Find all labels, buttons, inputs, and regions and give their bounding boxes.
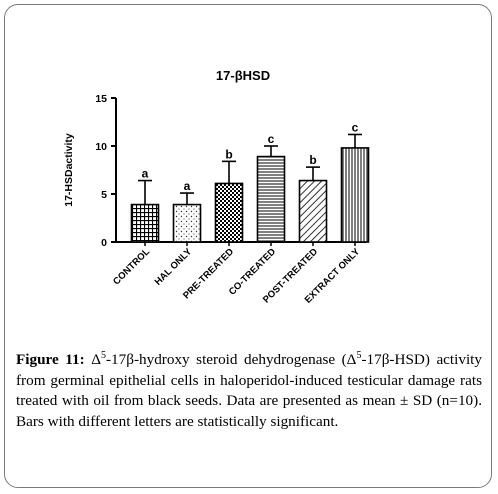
- y-tick-label: 0: [101, 237, 107, 249]
- y-tick-label: 5: [101, 189, 107, 201]
- bar: [340, 147, 370, 243]
- caption-sup-1: 5: [100, 349, 106, 361]
- significance-letter: c: [352, 120, 359, 134]
- caption-text-2: -17β-HSD) activity from germinal epithel…: [16, 351, 482, 430]
- bar: [172, 203, 202, 243]
- y-tick-label: 15: [95, 93, 107, 105]
- caption-sup-2: 5: [356, 349, 362, 361]
- y-tick-label: 10: [95, 141, 107, 153]
- bar: [298, 179, 328, 243]
- bar: [214, 182, 244, 243]
- bar: [256, 155, 286, 243]
- significance-letter: a: [184, 179, 191, 193]
- figure-label: Figure 11:: [16, 351, 85, 368]
- significance-letter: a: [142, 167, 149, 181]
- significance-letter: c: [268, 132, 275, 146]
- x-tick-label: HAL ONLY: [153, 246, 195, 288]
- figure-caption: Figure 11: Δ5-17β-hydroxy steroid dehydr…: [16, 350, 482, 432]
- chart-title: 17-βHSD: [216, 68, 270, 83]
- x-tick-label: CONTROL: [111, 246, 152, 287]
- caption-text-1: -17β-hydroxy steroid dehydrogenase (Δ: [105, 351, 357, 368]
- bar: [130, 203, 160, 243]
- caption-delta: Δ: [91, 351, 101, 368]
- bar-chart: 17-βHSD 17-HSDactivity 0 5 10 15 a CONTROL a H…: [63, 68, 370, 306]
- y-axis-label: 17-HSDactivity: [63, 133, 75, 207]
- significance-letter: b: [225, 147, 232, 161]
- significance-letter: b: [309, 153, 316, 167]
- figure-frame: [4, 4, 492, 488]
